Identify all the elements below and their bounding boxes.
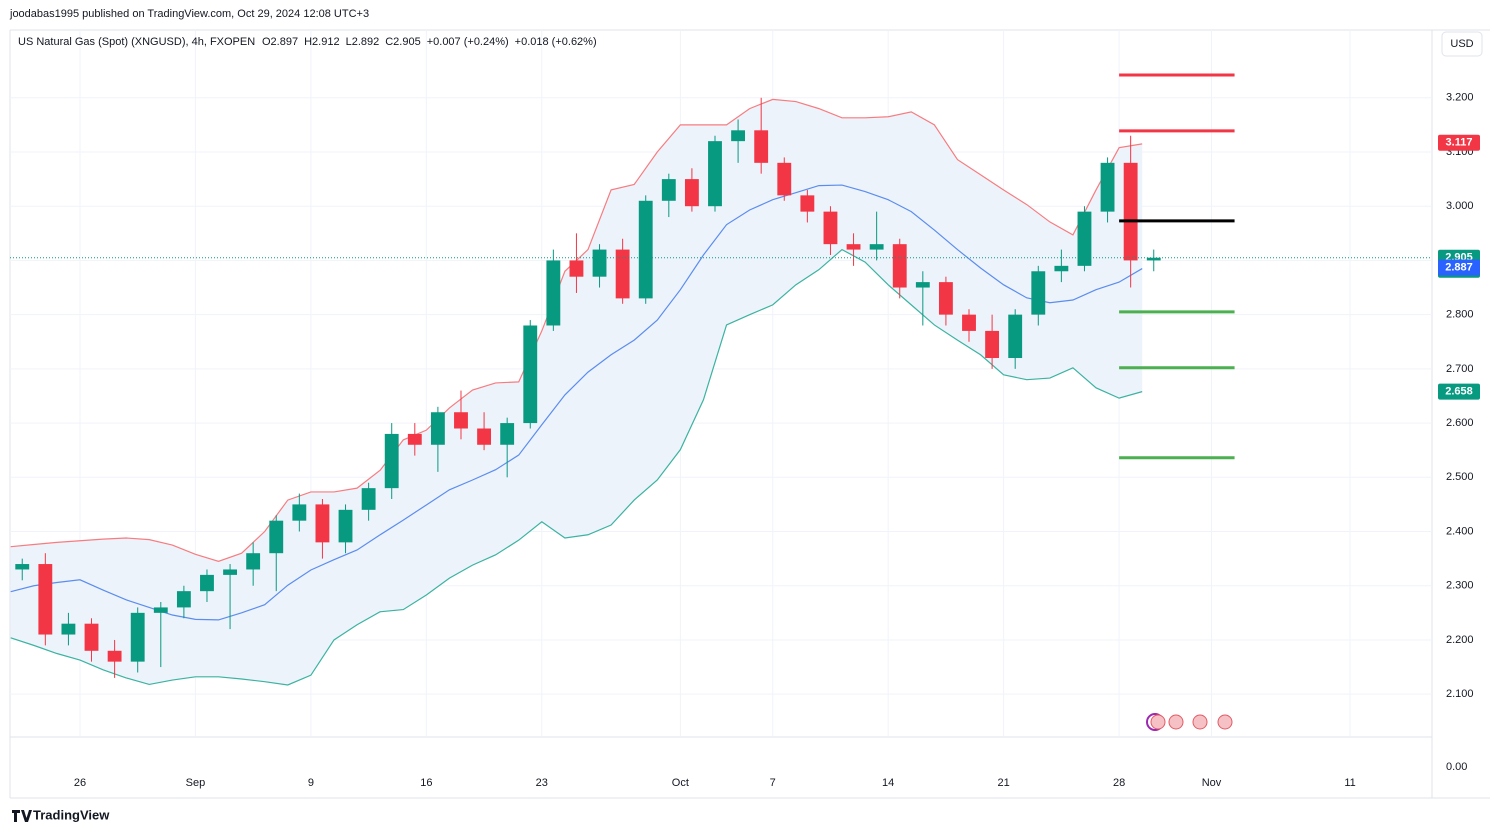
candle-body — [661, 179, 676, 201]
ohlc-value: C2.905 — [385, 36, 420, 48]
symbol: US Natural Gas (Spot) (XNGUSD), 4h, FXOP… — [18, 36, 255, 48]
band-middle — [10, 184, 1143, 621]
candle-body — [153, 607, 168, 613]
candle-body — [200, 574, 214, 592]
price-tag — [1438, 383, 1480, 400]
candle-body — [361, 488, 376, 510]
price-tag — [1438, 134, 1480, 151]
brand: TradingView — [33, 807, 110, 822]
publisher: joodabas1995 published on TradingView.co… — [9, 8, 369, 20]
candle-body — [777, 162, 792, 196]
candle-body — [1031, 271, 1046, 315]
candle-body — [384, 433, 399, 489]
x-tick-label: 14 — [882, 777, 894, 789]
y-tick-label: 3.000 — [1446, 200, 1474, 212]
candle-body — [962, 314, 976, 331]
candle-body — [1123, 162, 1138, 261]
candle-body — [985, 330, 1000, 359]
candle-body — [523, 325, 538, 424]
candle-body — [915, 282, 930, 288]
candle-body — [1054, 265, 1069, 272]
x-tick-label: 11 — [1344, 777, 1355, 789]
candle-body — [15, 564, 30, 570]
candle-body — [292, 504, 307, 521]
y-tick-label: 2.100 — [1446, 688, 1474, 700]
y-tick-label: 2.200 — [1446, 634, 1474, 646]
candle-body — [638, 200, 653, 299]
candle-body — [938, 282, 953, 315]
candle-body — [1008, 314, 1023, 359]
candle-body — [592, 249, 607, 277]
ohlc-value: O2.897 — [262, 36, 298, 48]
y-tick-label: 3.200 — [1446, 92, 1474, 104]
candle-body — [107, 650, 122, 662]
x-tick-label: 21 — [998, 777, 1010, 789]
candle-body — [869, 244, 884, 250]
y-tick-label: 2.800 — [1446, 309, 1474, 321]
y-tick-label: 2.700 — [1446, 363, 1474, 375]
ohlc-value: +0.018 (+0.62%) — [515, 36, 597, 48]
event-icons — [1146, 713, 1233, 731]
candle-body — [500, 423, 515, 445]
candle-body — [846, 244, 861, 250]
x-tick-label: 16 — [420, 777, 432, 789]
candle-body — [61, 623, 76, 635]
candle-body — [1100, 162, 1115, 212]
candle-body — [1146, 257, 1161, 261]
candle-body — [315, 504, 330, 543]
candle-body — [800, 195, 815, 212]
x-tick-label: Sep — [186, 777, 206, 789]
x-tick-label: 28 — [1113, 777, 1125, 789]
y-tick-label: 2.300 — [1446, 580, 1474, 592]
x-tick-label: 7 — [770, 777, 776, 789]
candle-body — [176, 591, 191, 608]
price-tag-label: 3.117 — [1446, 137, 1473, 149]
candle-body — [684, 179, 699, 207]
y-tick-label: 0.00 — [1446, 761, 1467, 773]
price-tag-label: 2.658 — [1445, 386, 1473, 398]
ohlc-value: H2.912 — [304, 36, 339, 48]
candle-body — [430, 412, 445, 445]
currency[interactable]: USD — [1450, 38, 1473, 50]
candle-body — [477, 428, 492, 445]
x-tick-label: Oct — [672, 777, 689, 789]
candle-body — [246, 553, 261, 570]
candle-body — [223, 569, 237, 575]
candle-body — [615, 249, 630, 299]
candle-body — [338, 509, 353, 543]
x-tick-label: 23 — [536, 777, 548, 789]
ohlc-value: +0.007 (+0.24%) — [427, 36, 509, 48]
candle-body — [454, 412, 468, 429]
candle-body — [130, 612, 145, 662]
candle-body — [38, 564, 53, 635]
ohlc-value: L2.892 — [346, 36, 380, 48]
candle-body — [84, 623, 99, 651]
candle-body — [1077, 211, 1092, 266]
candle-body — [569, 260, 584, 277]
candle-body — [407, 433, 422, 445]
candle-body — [754, 130, 769, 163]
candle-body — [269, 520, 284, 554]
y-tick-label: 2.400 — [1446, 525, 1474, 537]
x-tick-label: 26 — [74, 777, 86, 789]
y-tick-label: 2.600 — [1446, 417, 1474, 429]
price-tag-label: 2.887 — [1445, 261, 1473, 273]
currency-button[interactable] — [1441, 31, 1483, 57]
candle-body — [823, 211, 838, 245]
y-tick-label: 2.500 — [1446, 471, 1474, 483]
candle-body — [731, 130, 746, 142]
x-tick-label: Nov — [1202, 777, 1222, 789]
x-tick-label: 9 — [308, 777, 314, 789]
candle-body — [546, 260, 561, 326]
logo — [12, 810, 32, 822]
candle-body — [892, 244, 907, 288]
candle-body — [708, 141, 722, 207]
band-lower — [10, 248, 1143, 686]
price-tag — [1438, 259, 1480, 276]
